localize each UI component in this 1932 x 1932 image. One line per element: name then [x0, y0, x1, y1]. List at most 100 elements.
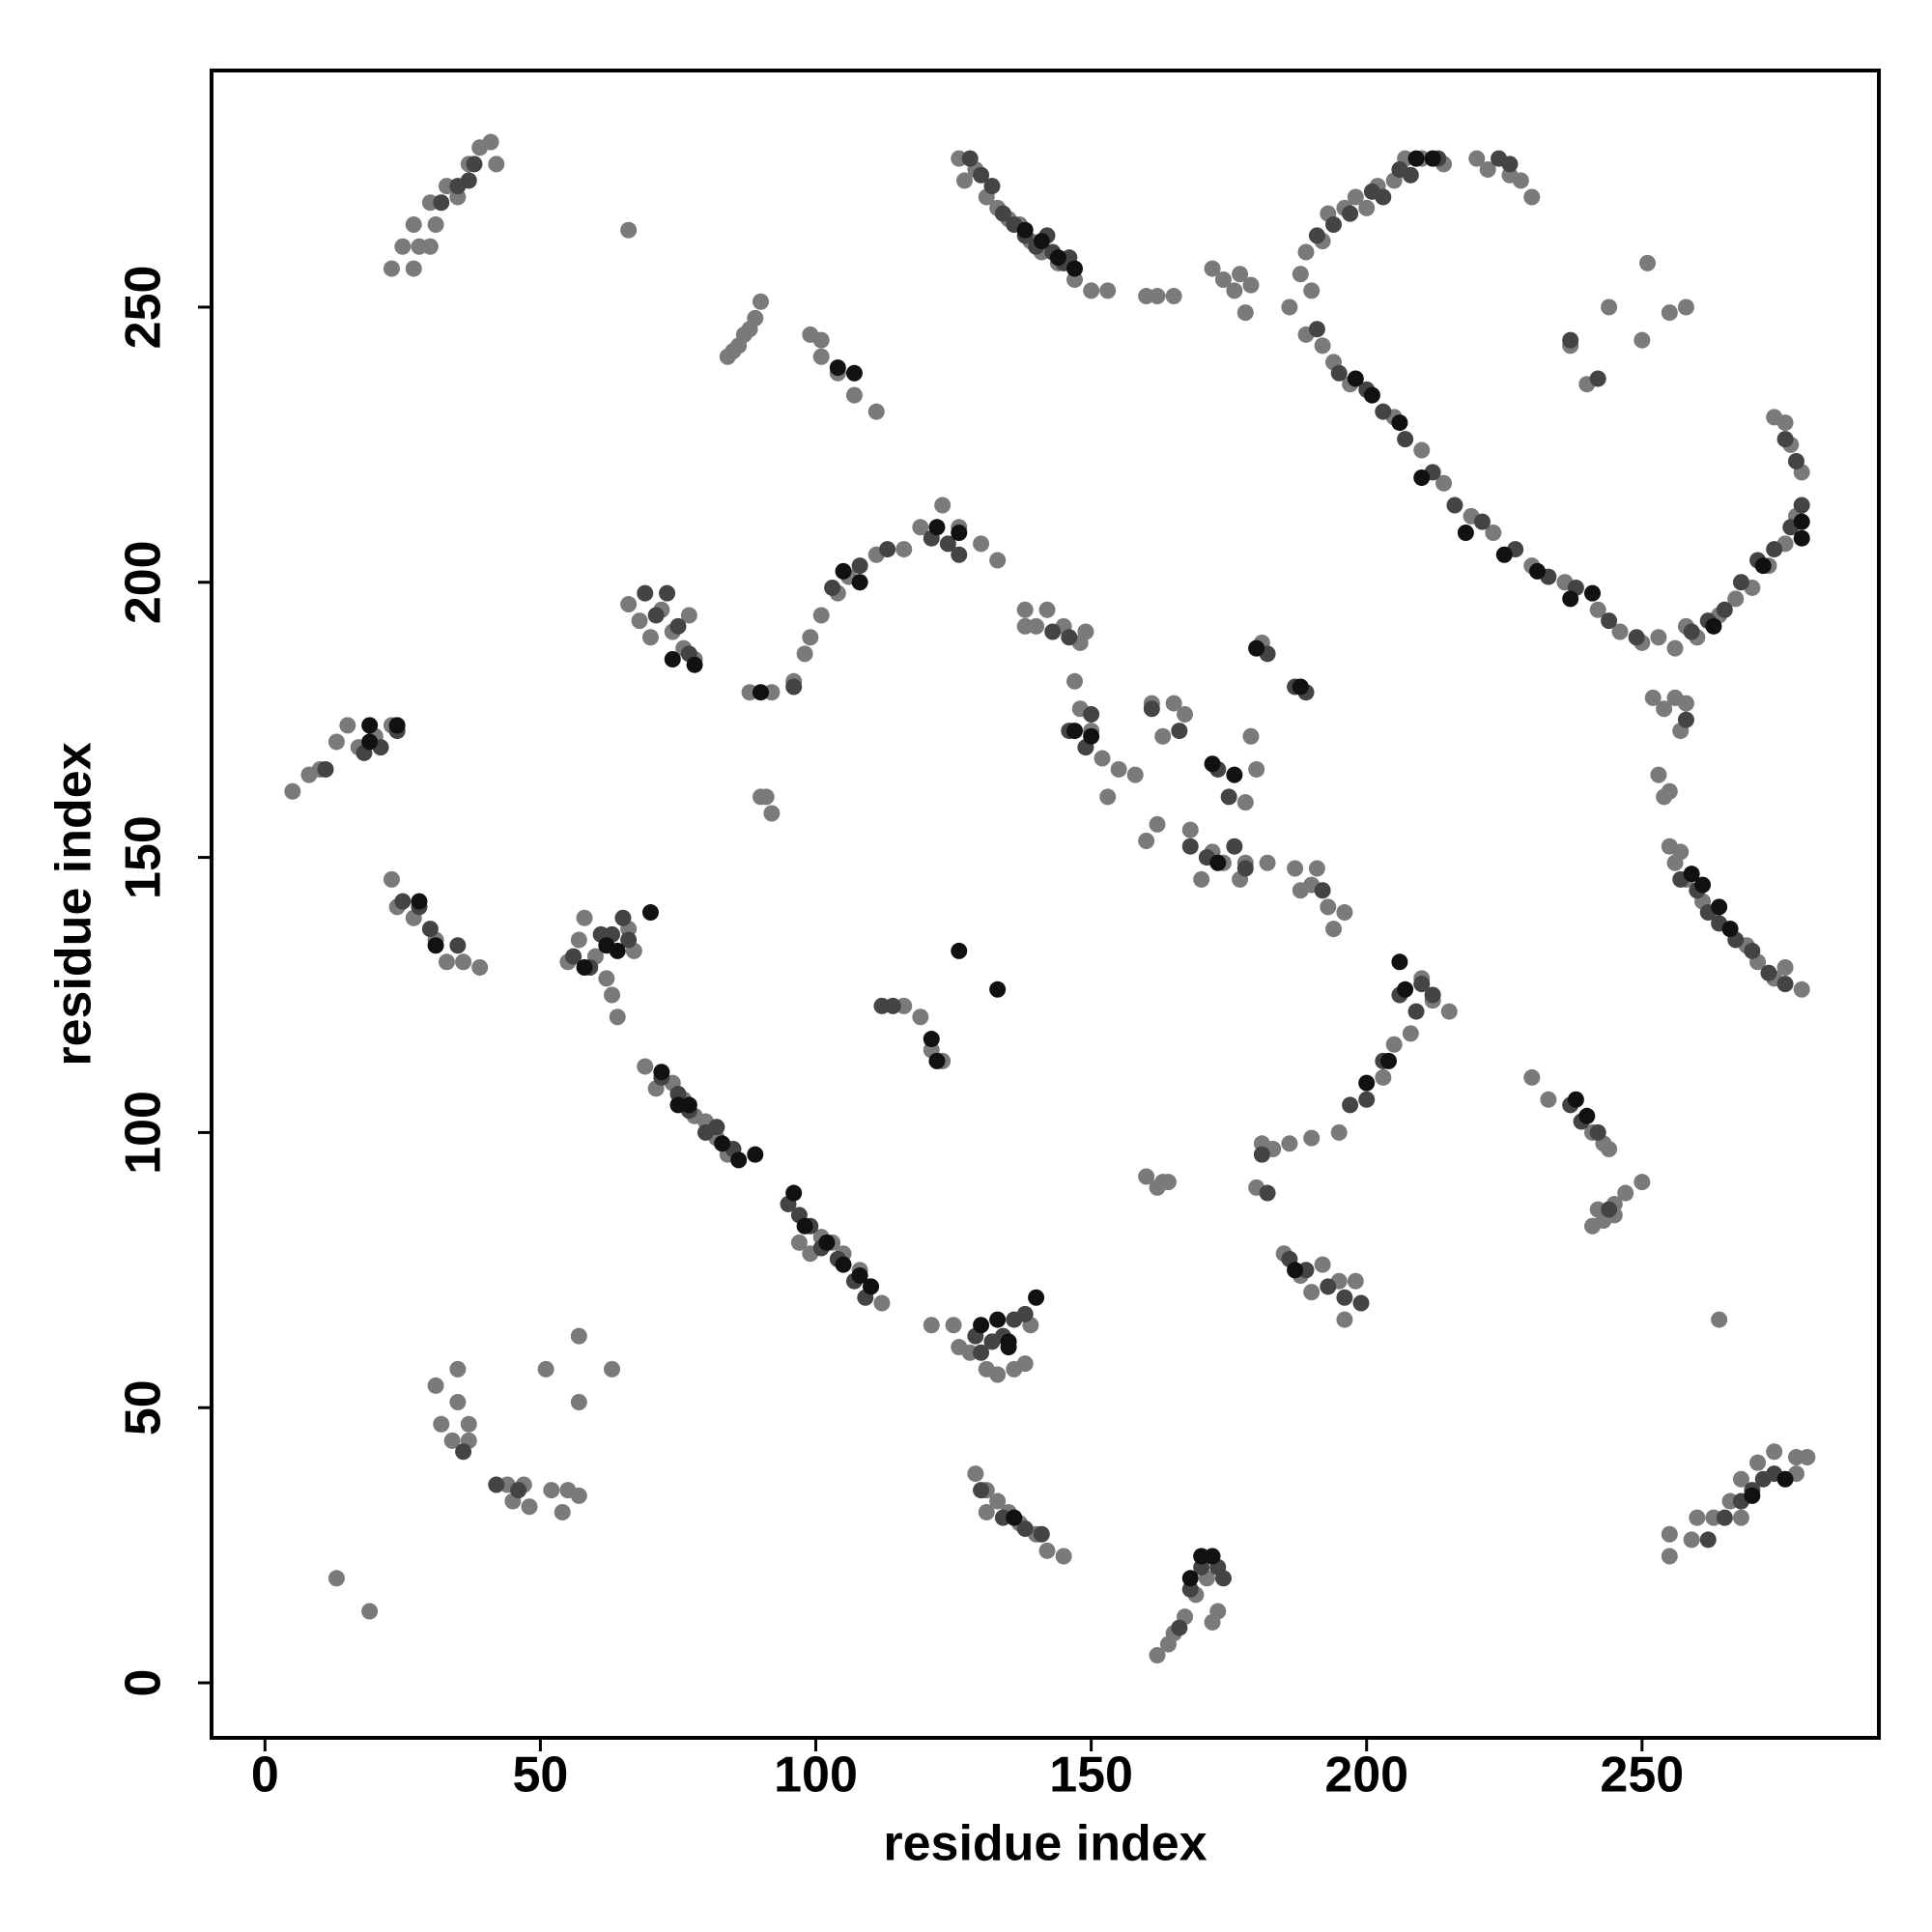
point	[1209, 854, 1227, 871]
point	[1308, 860, 1325, 877]
point	[1066, 260, 1084, 277]
point	[928, 1052, 946, 1069]
point	[1375, 403, 1392, 420]
point	[1732, 1470, 1749, 1488]
point	[939, 535, 956, 553]
point	[1149, 1647, 1166, 1664]
point	[1793, 980, 1810, 998]
point	[1236, 860, 1254, 877]
point	[1352, 1294, 1370, 1312]
point	[1204, 1613, 1221, 1631]
point	[873, 1294, 891, 1312]
point	[1589, 370, 1606, 387]
point	[1320, 898, 1337, 916]
point	[361, 733, 379, 751]
point	[1589, 1123, 1606, 1141]
point	[1033, 233, 1050, 250]
point	[653, 1064, 670, 1081]
point	[1391, 953, 1408, 971]
point	[1589, 601, 1606, 618]
point	[730, 1151, 748, 1169]
point	[609, 942, 626, 959]
point	[912, 519, 929, 536]
point	[1000, 1339, 1017, 1356]
point	[664, 651, 681, 668]
point	[1666, 689, 1684, 706]
point	[1055, 1548, 1072, 1565]
point	[1661, 1548, 1678, 1565]
point	[383, 870, 400, 888]
point	[1677, 711, 1694, 728]
point	[1171, 1619, 1188, 1636]
point	[647, 607, 665, 624]
point	[1413, 976, 1431, 993]
point	[1628, 629, 1645, 646]
point	[1149, 288, 1166, 305]
point	[1683, 623, 1700, 640]
point	[1314, 882, 1331, 899]
point	[284, 782, 301, 800]
point	[449, 937, 467, 954]
point	[757, 788, 775, 806]
point	[1776, 976, 1794, 993]
point	[989, 980, 1007, 998]
point	[455, 953, 472, 971]
point	[1501, 156, 1519, 173]
y-tick-label: 50	[116, 1379, 172, 1435]
point	[449, 1360, 467, 1378]
point	[570, 931, 587, 949]
point	[1336, 1311, 1353, 1328]
point	[510, 1482, 527, 1499]
point	[1347, 1272, 1364, 1290]
point	[951, 546, 968, 563]
point	[637, 1058, 654, 1075]
point	[637, 584, 654, 602]
point	[388, 717, 406, 734]
point	[1776, 1470, 1794, 1488]
x-axis-label: residue index	[883, 1816, 1207, 1872]
point	[394, 238, 412, 255]
point	[1523, 188, 1541, 206]
point	[1314, 1256, 1331, 1273]
point	[1766, 541, 1783, 558]
point	[845, 386, 863, 404]
point	[1336, 1289, 1353, 1306]
point	[1236, 304, 1254, 322]
point	[1413, 441, 1431, 459]
point	[1601, 1140, 1618, 1157]
point	[565, 948, 582, 965]
point	[1358, 199, 1376, 216]
point	[554, 1503, 571, 1520]
point	[1716, 601, 1733, 618]
point	[1375, 1068, 1392, 1086]
point	[339, 717, 356, 734]
point	[714, 1135, 731, 1152]
point	[1028, 1289, 1045, 1306]
point	[421, 238, 439, 255]
point	[1446, 497, 1463, 514]
point	[752, 684, 769, 701]
y-tick-label: 150	[116, 815, 172, 899]
point	[1661, 1525, 1678, 1543]
point	[879, 541, 896, 558]
point	[1061, 629, 1078, 646]
point	[741, 321, 758, 338]
point	[1375, 188, 1392, 206]
point	[609, 1009, 626, 1026]
point	[466, 156, 483, 173]
point	[1033, 1525, 1050, 1543]
point	[1044, 623, 1062, 640]
point	[1242, 727, 1260, 745]
point	[973, 166, 990, 184]
point	[1744, 1487, 1761, 1504]
point	[1578, 1107, 1596, 1124]
point	[576, 959, 593, 977]
point	[361, 1603, 379, 1620]
y-axis-label: residue index	[46, 742, 102, 1065]
point	[1689, 1509, 1706, 1526]
point	[785, 678, 803, 696]
plot-frame	[210, 69, 1881, 1740]
point	[835, 562, 852, 580]
point	[438, 953, 455, 971]
point	[1473, 513, 1491, 530]
